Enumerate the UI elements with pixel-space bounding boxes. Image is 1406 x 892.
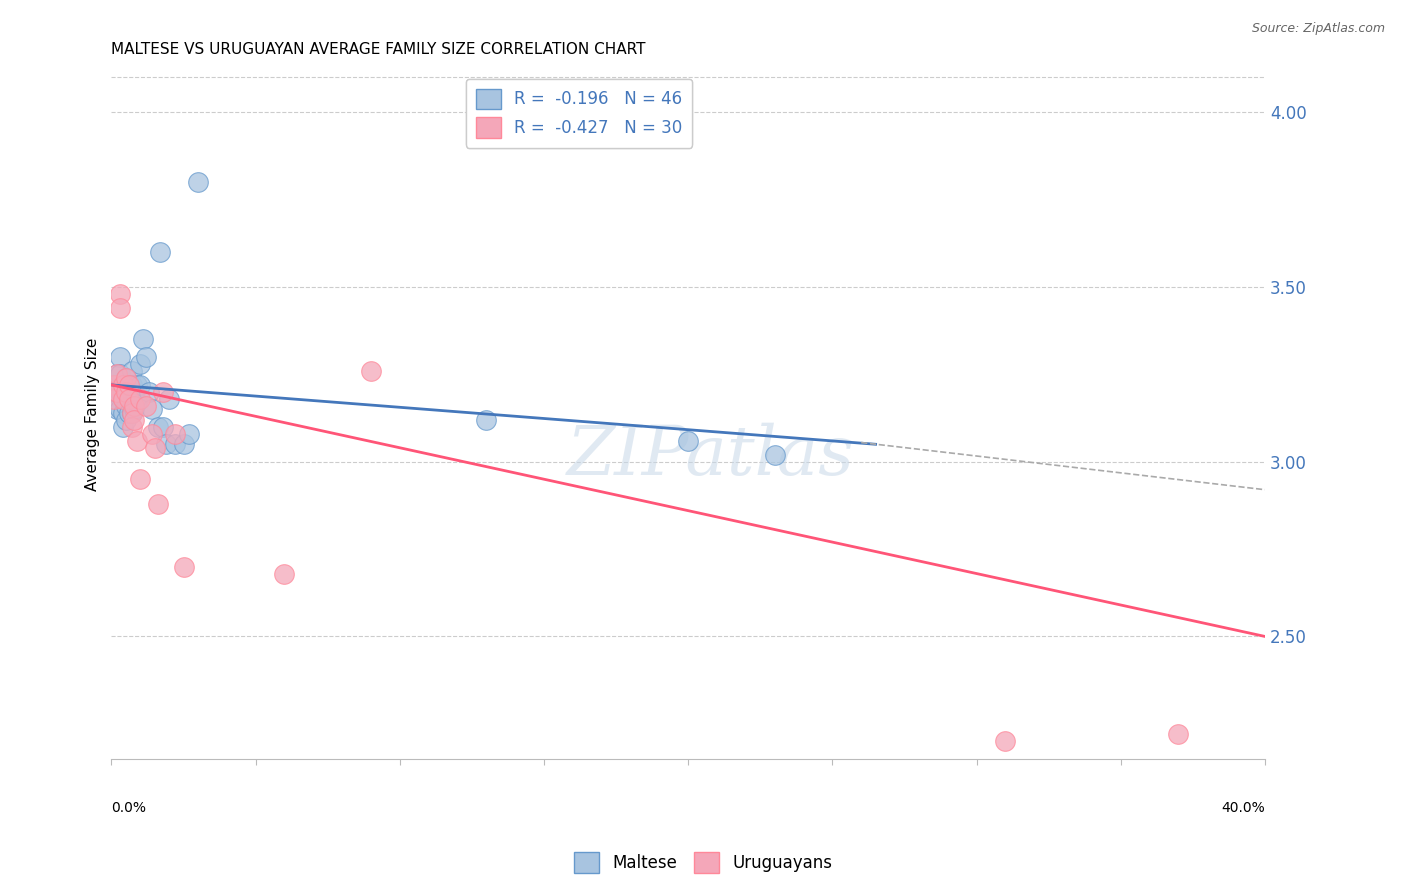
Point — [108, 350, 131, 364]
Point — [111, 392, 134, 406]
Point — [111, 406, 134, 420]
Point — [127, 377, 149, 392]
Point — [105, 384, 128, 399]
Point — [129, 392, 152, 406]
Point — [127, 434, 149, 448]
Point — [114, 371, 136, 385]
Point — [163, 437, 186, 451]
Point — [108, 402, 131, 417]
Point — [114, 413, 136, 427]
Legend: Maltese, Uruguayans: Maltese, Uruguayans — [567, 846, 839, 880]
Point — [124, 402, 146, 417]
Point — [179, 426, 201, 441]
Point — [111, 392, 134, 406]
Point — [121, 419, 143, 434]
Point — [103, 377, 125, 392]
Point — [105, 402, 128, 417]
Point — [360, 364, 382, 378]
Text: 0.0%: 0.0% — [111, 801, 146, 814]
Text: ZIPatlas: ZIPatlas — [567, 423, 855, 490]
Y-axis label: Average Family Size: Average Family Size — [86, 338, 100, 491]
Point — [118, 377, 141, 392]
Point — [124, 384, 146, 399]
Point — [108, 301, 131, 315]
Point — [157, 392, 180, 406]
Point — [118, 392, 141, 406]
Point — [187, 175, 209, 189]
Point — [135, 350, 157, 364]
Point — [994, 734, 1017, 748]
Point — [108, 287, 131, 301]
Point — [127, 395, 149, 409]
Point — [111, 419, 134, 434]
Point — [121, 364, 143, 378]
Point — [173, 559, 195, 574]
Point — [121, 392, 143, 406]
Point — [118, 392, 141, 406]
Point — [146, 419, 169, 434]
Point — [173, 437, 195, 451]
Point — [108, 368, 131, 382]
Legend: R =  -0.196   N = 46, R =  -0.427   N = 30: R = -0.196 N = 46, R = -0.427 N = 30 — [465, 78, 692, 148]
Point — [129, 357, 152, 371]
Point — [114, 399, 136, 413]
Point — [135, 399, 157, 413]
Point — [141, 402, 163, 417]
Point — [121, 406, 143, 420]
Point — [103, 377, 125, 392]
Point — [273, 566, 295, 581]
Point — [114, 371, 136, 385]
Point — [111, 377, 134, 392]
Point — [108, 384, 131, 399]
Point — [118, 377, 141, 392]
Point — [676, 434, 699, 448]
Point — [111, 377, 134, 392]
Text: 40.0%: 40.0% — [1222, 801, 1265, 814]
Point — [155, 437, 177, 451]
Point — [103, 392, 125, 406]
Point — [475, 413, 498, 427]
Point — [103, 392, 125, 406]
Point — [124, 413, 146, 427]
Point — [163, 426, 186, 441]
Point — [129, 377, 152, 392]
Point — [121, 377, 143, 392]
Point — [152, 384, 174, 399]
Point — [138, 384, 160, 399]
Point — [114, 384, 136, 399]
Point — [132, 333, 155, 347]
Point — [1167, 727, 1189, 741]
Point — [763, 448, 786, 462]
Point — [146, 497, 169, 511]
Point — [124, 399, 146, 413]
Point — [105, 368, 128, 382]
Point — [105, 368, 128, 382]
Point — [141, 426, 163, 441]
Point — [121, 406, 143, 420]
Point — [114, 384, 136, 399]
Point — [118, 406, 141, 420]
Point — [149, 245, 172, 260]
Point — [105, 384, 128, 399]
Point — [152, 419, 174, 434]
Text: MALTESE VS URUGUAYAN AVERAGE FAMILY SIZE CORRELATION CHART: MALTESE VS URUGUAYAN AVERAGE FAMILY SIZE… — [111, 42, 645, 57]
Point — [129, 472, 152, 486]
Text: Source: ZipAtlas.com: Source: ZipAtlas.com — [1251, 22, 1385, 36]
Point — [143, 441, 166, 455]
